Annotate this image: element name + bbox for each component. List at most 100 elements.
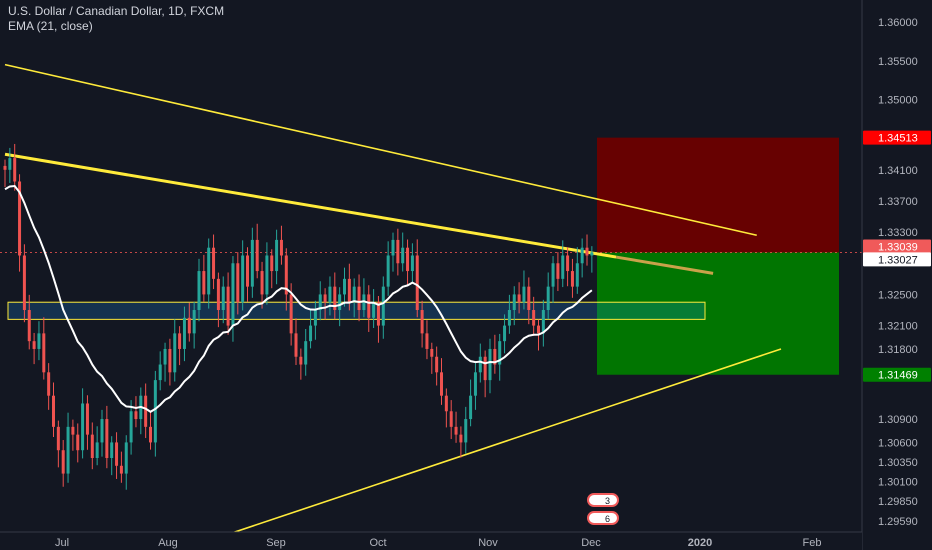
candle-body bbox=[570, 271, 574, 287]
candle-body bbox=[478, 356, 482, 373]
candle-body bbox=[401, 247, 405, 264]
candle-body bbox=[309, 325, 313, 342]
candle-body bbox=[90, 434, 94, 459]
candle-body bbox=[231, 263, 235, 326]
candle-body bbox=[255, 239, 259, 272]
candle-body bbox=[22, 255, 26, 311]
candle-body bbox=[430, 348, 434, 357]
candle-body bbox=[158, 364, 162, 381]
candle-body bbox=[410, 255, 414, 272]
price-tick-label: 1.32500 bbox=[878, 289, 918, 301]
ema21-line[interactable] bbox=[4, 184, 593, 413]
price-tick-label: 1.30900 bbox=[878, 414, 918, 426]
candle-body bbox=[473, 372, 477, 396]
candle-body bbox=[546, 286, 550, 311]
position-zones bbox=[0, 137, 862, 375]
candle-body bbox=[192, 310, 196, 334]
price-tick-label: 1.30350 bbox=[878, 457, 918, 469]
candle-body bbox=[81, 403, 85, 451]
candle-body bbox=[585, 247, 589, 256]
candle-body bbox=[498, 341, 502, 365]
candle-body bbox=[406, 247, 410, 272]
price-axis-panel[interactable] bbox=[862, 0, 932, 550]
candle-body bbox=[289, 294, 293, 334]
candle-body bbox=[110, 442, 114, 459]
candle-body bbox=[212, 247, 216, 279]
time-tick-label: Jul bbox=[55, 537, 69, 549]
candle-body bbox=[61, 450, 65, 474]
trendline-main-resistance[interactable] bbox=[4, 152, 617, 259]
economic-event-badge[interactable] bbox=[587, 493, 619, 507]
candle-body bbox=[85, 403, 89, 435]
candle-body bbox=[391, 239, 395, 256]
candle-body bbox=[168, 348, 172, 373]
candle-body bbox=[182, 317, 186, 349]
candle-body bbox=[27, 310, 31, 342]
candle-body bbox=[440, 372, 443, 396]
candle-body bbox=[376, 302, 380, 326]
candle-body bbox=[294, 333, 298, 357]
ema-line bbox=[4, 184, 593, 413]
time-tick-label: Feb bbox=[803, 537, 822, 549]
candle-body bbox=[488, 348, 492, 381]
candle-body bbox=[338, 294, 342, 311]
candle-body bbox=[420, 310, 424, 334]
candle-body bbox=[153, 380, 157, 443]
candle-body bbox=[95, 442, 99, 459]
candle-body bbox=[352, 286, 356, 303]
candle-body bbox=[425, 333, 429, 349]
candle-body bbox=[556, 263, 560, 279]
candle-body bbox=[3, 165, 7, 170]
candle-body bbox=[532, 310, 536, 326]
economic-event-badge[interactable] bbox=[587, 511, 619, 525]
price-tick-label: 1.33700 bbox=[878, 196, 918, 208]
candle-body bbox=[115, 442, 119, 466]
candle-body bbox=[260, 271, 264, 295]
price-tick-label: 1.29850 bbox=[878, 496, 918, 508]
candle-body bbox=[221, 286, 225, 311]
trendline-lower-support[interactable] bbox=[222, 348, 782, 537]
time-tick-label: Dec bbox=[581, 537, 601, 549]
candle-body bbox=[483, 356, 487, 381]
time-tick-label: Oct bbox=[369, 537, 386, 549]
trendline-upper-channel[interactable] bbox=[4, 63, 757, 237]
price-tag-stop-label: 1.34513 bbox=[878, 133, 918, 145]
candle-body bbox=[299, 356, 303, 365]
candle-body bbox=[580, 247, 584, 264]
stop-loss-zone[interactable] bbox=[597, 137, 839, 253]
candle-body bbox=[333, 286, 337, 311]
time-axis-panel[interactable] bbox=[0, 532, 862, 550]
price-tick-label: 1.31800 bbox=[878, 344, 918, 356]
candle-body bbox=[527, 286, 531, 311]
candle-body bbox=[522, 286, 526, 303]
candle-body bbox=[304, 341, 308, 365]
price-tick-label: 1.36000 bbox=[878, 17, 918, 29]
price-tick-label: 1.30600 bbox=[878, 437, 918, 449]
support-zone-box[interactable] bbox=[7, 301, 706, 320]
event-count-label: 6 bbox=[605, 514, 610, 524]
candle-body bbox=[250, 239, 254, 287]
candle-body bbox=[226, 286, 230, 326]
candle-body bbox=[284, 255, 288, 295]
price-tick-label: 1.34100 bbox=[878, 165, 918, 177]
price-tag-last bbox=[863, 239, 931, 254]
candle-body bbox=[100, 419, 104, 443]
price-axis: 1.36000 1.35500 1.35000 1.34100 1.33700 1.333… bbox=[861, 0, 932, 550]
candle-body bbox=[313, 310, 317, 326]
event-badges: 36 bbox=[587, 493, 619, 525]
candle-body bbox=[449, 411, 453, 427]
candle-body bbox=[435, 356, 439, 373]
price-tick-label: 1.30100 bbox=[878, 476, 918, 488]
candle-body bbox=[279, 239, 283, 256]
candle-body bbox=[537, 325, 540, 334]
take-profit-zone[interactable] bbox=[597, 252, 839, 375]
candle-body bbox=[396, 239, 400, 264]
trendlines bbox=[4, 63, 782, 537]
candle-body bbox=[318, 294, 322, 311]
candle-body bbox=[493, 348, 497, 365]
candle-body bbox=[575, 263, 579, 287]
time-tick-label: Sep bbox=[266, 537, 286, 549]
candle-body bbox=[566, 255, 570, 272]
